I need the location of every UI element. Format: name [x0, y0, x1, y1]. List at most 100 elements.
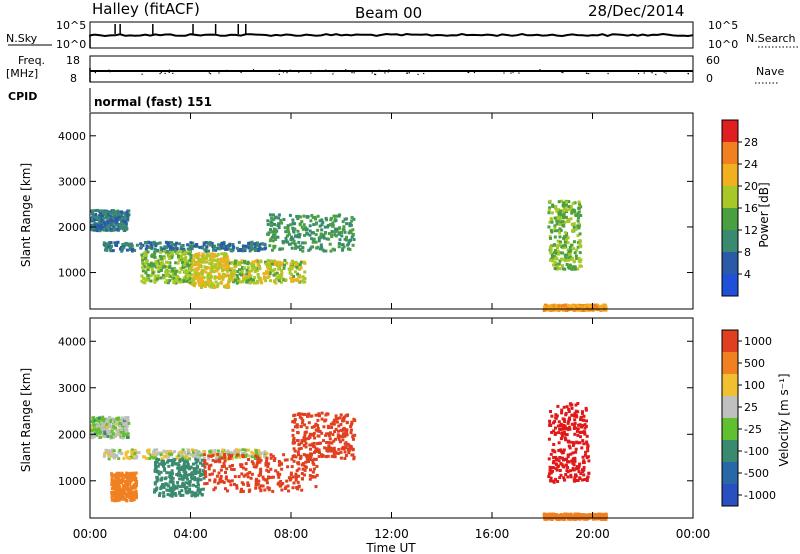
- heat-cell: [333, 230, 337, 234]
- heat-cell: [342, 447, 346, 451]
- heat-cell: [349, 223, 353, 227]
- heat-cell: [165, 246, 168, 250]
- heat-cell: [110, 496, 114, 499]
- heat-cell: [112, 449, 116, 453]
- freq-point: [663, 71, 665, 73]
- heat-cell: [585, 305, 589, 309]
- heat-cell: [285, 458, 289, 462]
- heat-cell: [149, 243, 153, 247]
- heat-cell: [585, 479, 589, 482]
- freq-point: [588, 73, 590, 75]
- heat-cell: [109, 449, 113, 453]
- heat-cell: [200, 458, 204, 462]
- heat-cell: [96, 225, 100, 229]
- heat-cell: [314, 240, 318, 244]
- heat-cell: [557, 449, 561, 452]
- heat-cell: [170, 255, 174, 259]
- freq-point: [168, 71, 170, 73]
- freq-point: [677, 70, 679, 72]
- heat-cell: [553, 243, 557, 247]
- heat-cell: [256, 458, 260, 462]
- heat-cell: [556, 229, 560, 233]
- heat-cell: [125, 499, 129, 503]
- heat-cell: [345, 238, 349, 242]
- heat-cell: [205, 257, 208, 261]
- heat-cell: [193, 475, 197, 479]
- colorbar-tick-label: 4: [744, 268, 751, 281]
- heat-cell: [128, 472, 132, 476]
- heat-cell: [92, 416, 96, 420]
- heat-cell: [313, 215, 317, 219]
- heat-cell: [557, 200, 561, 204]
- heat-cell: [301, 467, 305, 471]
- heat-cell: [582, 468, 586, 472]
- heat-cell: [299, 248, 302, 252]
- heat-cell: [557, 420, 561, 424]
- heat-cell: [552, 456, 556, 459]
- heat-cell: [207, 266, 211, 270]
- heat-cell: [209, 454, 213, 458]
- heat-cell: [287, 267, 291, 271]
- heat-cell: [208, 478, 212, 482]
- heat-cell: [211, 284, 215, 288]
- heat-cell: [265, 452, 269, 455]
- heat-cell: [301, 275, 305, 279]
- heat-cell: [574, 413, 578, 417]
- heat-cell: [560, 456, 564, 460]
- heat-cell: [334, 414, 338, 418]
- heat-cell: [274, 273, 278, 277]
- heat-cell: [313, 445, 317, 449]
- heat-cell: [233, 475, 237, 479]
- heat-cell: [128, 493, 132, 497]
- heat-cell: [290, 277, 294, 281]
- heat-cell: [298, 215, 302, 219]
- heat-cell: [143, 262, 147, 266]
- heat-cell: [270, 262, 274, 266]
- heat-cell: [160, 478, 163, 482]
- heat-cell: [350, 216, 354, 219]
- colorbar-segment: [722, 208, 738, 230]
- heat-cell: [133, 473, 137, 476]
- heat-cell: [551, 203, 555, 207]
- heat-cell: [268, 244, 272, 248]
- heat-cell: [186, 477, 189, 481]
- heat-cell: [185, 270, 189, 274]
- heat-cell: [222, 244, 225, 248]
- heat-cell: [145, 241, 149, 245]
- heat-cell: [548, 258, 552, 262]
- heat-cell: [249, 454, 253, 458]
- heat-cell: [301, 419, 305, 423]
- heat-cell: [324, 418, 328, 422]
- heat-cell: [188, 252, 192, 256]
- heat-cell: [278, 263, 282, 267]
- heat-cell: [154, 465, 158, 469]
- heat-cell: [308, 474, 312, 478]
- freq-point: [512, 71, 514, 73]
- heat-cell: [92, 226, 96, 230]
- heat-cell: [255, 269, 259, 273]
- heat-cell: [328, 437, 332, 441]
- heat-cell: [300, 439, 304, 443]
- heat-cell: [171, 491, 175, 494]
- heat-cell: [130, 244, 134, 248]
- heat-cell: [314, 233, 318, 237]
- heat-cell: [594, 514, 598, 518]
- heat-cell: [185, 485, 189, 489]
- heat-cell: [341, 438, 345, 442]
- heat-cell: [297, 240, 301, 244]
- heat-cell: [259, 280, 263, 284]
- heat-cell: [296, 217, 300, 221]
- heat-cell: [271, 454, 275, 458]
- heat-cell: [143, 455, 146, 459]
- heat-cell: [542, 308, 546, 312]
- heat-cell: [103, 210, 107, 214]
- heat-cell: [568, 263, 572, 267]
- heat-cell: [553, 432, 557, 436]
- heat-cell: [248, 471, 252, 474]
- heat-cell: [568, 446, 572, 450]
- heat-cell: [103, 451, 107, 455]
- heat-cell: [188, 483, 192, 487]
- heat-cell: [288, 271, 292, 275]
- heat-cell: [202, 456, 206, 460]
- heat-cell: [107, 449, 111, 453]
